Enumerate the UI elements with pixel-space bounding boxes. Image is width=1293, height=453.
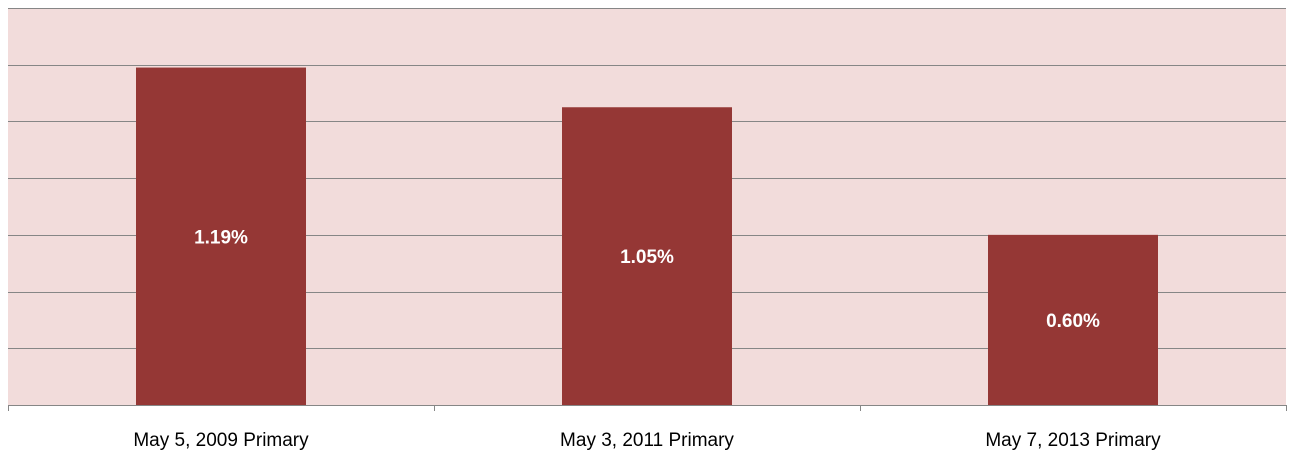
x-axis xyxy=(8,405,1287,411)
bar-value-label: 1.19% xyxy=(194,227,248,248)
bar-value-label: 0.60% xyxy=(1046,311,1100,332)
bar xyxy=(988,234,1158,405)
category-labels: May 5, 2009 Primary May 3, 2011 Primary Ma… xyxy=(133,430,1161,451)
category-label: May 7, 2013 Primary xyxy=(985,430,1161,451)
bar-value-labels: 1.19% 1.05% 0.60% xyxy=(194,227,1100,332)
bars xyxy=(136,67,1158,406)
bar xyxy=(136,67,306,406)
category-label: May 5, 2009 Primary xyxy=(133,430,309,451)
bar-value-label: 1.05% xyxy=(620,247,674,268)
bar xyxy=(562,107,732,405)
category-label: May 3, 2011 Primary xyxy=(560,430,734,451)
